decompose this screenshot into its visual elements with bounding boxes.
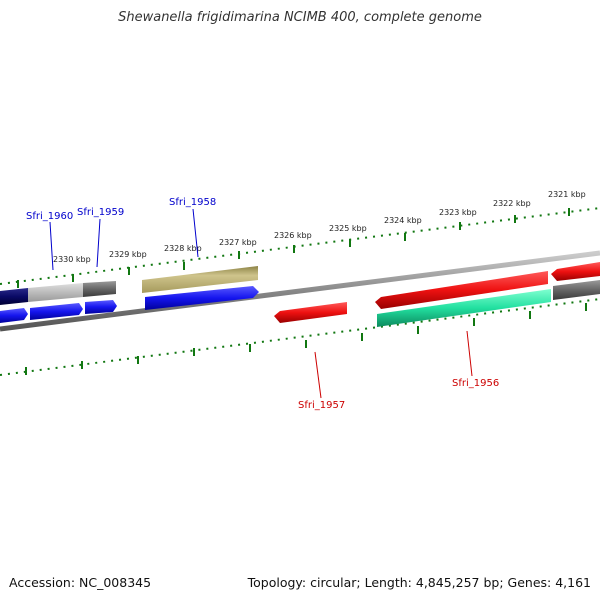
tick-label-2325: 2325 kbp: [329, 224, 367, 233]
gene-feature-gray-right[interactable]: [553, 280, 600, 300]
gene-feature-lightgray[interactable]: [28, 283, 83, 302]
leader-sfri-1958: [192, 208, 199, 258]
accession-label: Accession: NC_008345: [9, 575, 152, 590]
tick-label-2329: 2329 kbp: [109, 250, 147, 259]
inner-scale-dots: [0, 298, 600, 376]
tick-label-2328: 2328 kbp: [164, 244, 202, 253]
cds-arrow-sfri-1960[interactable]: [30, 303, 83, 320]
gene-label-sfri-1960[interactable]: Sfri_1960: [26, 211, 73, 222]
gene-feature-gray-left[interactable]: [83, 281, 116, 297]
leader-sfri-1960: [49, 221, 54, 271]
gene-feature-navy[interactable]: [0, 288, 28, 305]
gene-labels: Sfri_1960 Sfri_1959 Sfri_1958 Sfri_1957 …: [26, 197, 499, 411]
gene-leader-lines: [49, 208, 473, 399]
cds-arrow-sfri-1956[interactable]: [375, 271, 548, 309]
inner-scale: [0, 298, 600, 376]
tick-label-2323: 2323 kbp: [439, 208, 477, 217]
leader-sfri-1957: [314, 351, 322, 399]
tick-label-2326: 2326 kbp: [274, 231, 312, 240]
leader-sfri-1956: [466, 330, 473, 377]
gene-label-sfri-1959[interactable]: Sfri_1959: [77, 207, 124, 218]
forward-strand-features: [0, 266, 600, 305]
tick-label-2327: 2327 kbp: [219, 238, 257, 247]
leader-sfri-1959: [96, 218, 101, 268]
outer-scale-dots: [0, 207, 600, 285]
gene-label-sfri-1958[interactable]: Sfri_1958: [169, 197, 216, 208]
gene-feature-olive[interactable]: [142, 266, 258, 293]
tick-label-2321: 2321 kbp: [548, 190, 586, 199]
outer-scale: [0, 207, 600, 288]
cds-arrow-red-right-edge[interactable]: [551, 262, 600, 281]
cds-arrow-sfri-1957[interactable]: [274, 302, 347, 323]
tick-label-2324: 2324 kbp: [384, 216, 422, 225]
gene-label-sfri-1957[interactable]: Sfri_1957: [298, 400, 345, 411]
tick-label-2322: 2322 kbp: [493, 199, 531, 208]
forward-cds-arrows: [0, 286, 259, 323]
cds-arrow-sfri-1958[interactable]: [145, 286, 259, 310]
gene-feature-teal[interactable]: [377, 289, 551, 327]
tick-label-2330: 2330 kbp: [53, 255, 91, 264]
cds-arrow-sfri-1959[interactable]: [85, 300, 117, 314]
gene-label-sfri-1956[interactable]: Sfri_1956: [452, 378, 499, 389]
cds-arrow-blue-left-edge[interactable]: [0, 308, 28, 323]
genome-backbone: [0, 250, 600, 332]
reverse-cds-arrows: [274, 262, 600, 323]
map-title: Shewanella frigidimarina NCIMB 400, comp…: [118, 10, 482, 25]
genome-summary: Topology: circular; Length: 4,845,257 bp…: [247, 575, 591, 590]
scale-tick-labels: 2321 kbp 2322 kbp 2323 kbp 2324 kbp 2325…: [53, 190, 586, 264]
